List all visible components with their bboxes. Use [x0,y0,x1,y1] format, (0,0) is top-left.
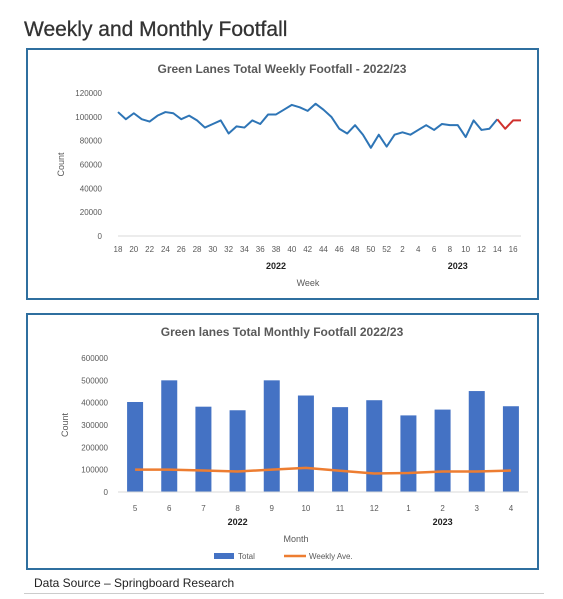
x-tick-label: 18 [114,245,123,254]
x-tick-label: 32 [224,245,233,254]
x-tick-label: 44 [319,245,328,254]
bar-total [468,391,485,492]
y-axis-label: Count [56,152,66,177]
x-tick-label: 10 [461,245,470,254]
x-tick-label: 1 [406,504,411,513]
bar-total [161,380,178,492]
y-tick-label: 200000 [81,443,108,452]
bar-total [127,401,144,492]
x-tick-label: 14 [493,245,502,254]
legend-label-weekly-ave: Weekly Ave. [309,552,353,561]
legend-swatch-total [214,553,234,559]
y-tick-label: 40000 [80,184,103,193]
x-tick-label: 2 [400,245,405,254]
y-tick-label: 60000 [80,161,103,170]
x-tick-label: 12 [477,245,486,254]
bar-total [502,406,519,492]
year-label: 2023 [448,261,468,271]
y-tick-label: 400000 [81,399,108,408]
x-tick-label: 50 [366,245,375,254]
chart-title: Green lanes Total Monthly Footfall 2022/… [161,325,404,339]
x-tick-label: 8 [448,245,453,254]
series-line-weekly-ave [135,466,511,475]
x-tick-label: 6 [167,504,172,513]
year-label: 2022 [228,517,248,527]
x-tick-label: 10 [301,504,310,513]
x-tick-label: 28 [193,245,202,254]
x-tick-label: 16 [509,245,518,254]
x-tick-label: 34 [240,245,249,254]
y-axis-label: Count [60,413,70,438]
year-label: 2023 [433,517,453,527]
y-tick-label: 600000 [81,354,108,363]
x-tick-label: 38 [272,245,281,254]
footer-divider [24,593,544,594]
x-tick-label: 7 [201,504,206,513]
page-title: Weekly and Monthly Footfall [24,18,288,41]
x-tick-label: 12 [370,504,379,513]
x-axis-label: Week [297,278,320,288]
legend-label-total: Total [238,552,255,561]
bar-total [263,380,280,492]
x-axis-label: Month [283,534,308,544]
y-tick-label: 100000 [75,113,102,122]
bar-total [366,400,383,492]
weekly-footfall-chart-panel: Green Lanes Total Weekly Footfall - 2022… [26,48,539,300]
y-tick-label: 120000 [75,89,102,98]
x-tick-label: 26 [177,245,186,254]
x-tick-label: 2 [440,504,445,513]
x-tick-label: 52 [382,245,391,254]
x-tick-label: 4 [509,504,514,513]
x-tick-label: 24 [161,245,170,254]
y-tick-label: 300000 [81,421,108,430]
bar-total [400,415,417,492]
x-tick-label: 8 [235,504,240,513]
series-line-recent-weeks [496,118,521,130]
x-tick-label: 3 [475,504,480,513]
x-tick-label: 36 [256,245,265,254]
x-tick-label: 30 [208,245,217,254]
weekly-footfall-chart: Green Lanes Total Weekly Footfall - 2022… [56,62,521,288]
bar-total [195,406,212,492]
data-source-note: Data Source – Springboard Research [34,576,235,590]
x-tick-label: 6 [432,245,437,254]
bar-total [229,410,246,492]
series-line-weekly [117,102,499,149]
monthly-footfall-chart-panel: Green lanes Total Monthly Footfall 2022/… [26,313,539,570]
x-tick-label: 11 [336,504,345,513]
bar-total [297,395,314,492]
year-label: 2022 [266,261,286,271]
x-tick-label: 42 [303,245,312,254]
x-tick-label: 40 [287,245,296,254]
y-tick-label: 20000 [80,208,103,217]
bar-total [434,409,451,492]
chart-title: Green Lanes Total Weekly Footfall - 2022… [158,62,407,76]
x-tick-label: 4 [416,245,421,254]
y-tick-label: 500000 [81,376,108,385]
x-tick-label: 48 [351,245,360,254]
x-tick-label: 5 [133,504,138,513]
y-tick-label: 0 [104,488,109,497]
x-tick-label: 20 [129,245,138,254]
bar-total [332,407,349,492]
monthly-footfall-chart: Green lanes Total Monthly Footfall 2022/… [60,325,528,561]
x-tick-label: 46 [335,245,344,254]
y-tick-label: 80000 [80,137,103,146]
y-tick-label: 0 [98,232,103,241]
x-tick-label: 9 [270,504,275,513]
x-tick-label: 22 [145,245,154,254]
y-tick-label: 100000 [81,466,108,475]
